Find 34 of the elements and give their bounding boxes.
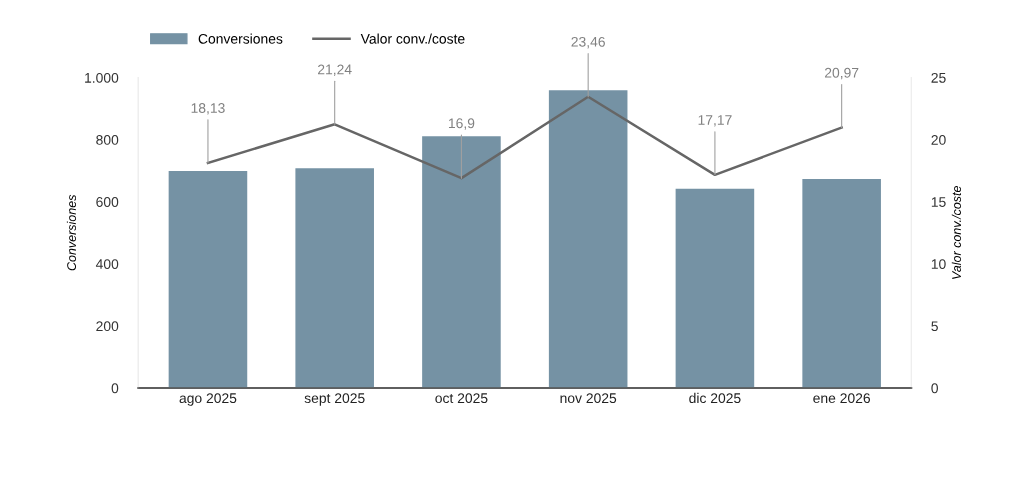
data-label: 21,24 [318, 64, 352, 76]
bar [295, 168, 374, 388]
x-tick-label: oct 2025 [435, 393, 488, 404]
bar [802, 179, 881, 388]
legend-label: Conversiones [198, 33, 283, 44]
data-label: 23,46 [571, 36, 605, 49]
y2-tick-label: 10 [931, 259, 946, 270]
x-tick-label: ago 2025 [179, 393, 237, 406]
y-axis-title: Conversiones [66, 194, 77, 271]
bar [675, 188, 755, 388]
y-tick-label: 0 [111, 383, 119, 394]
x-tick-label: nov 2025 [560, 393, 617, 404]
y2-tick-label: 15 [931, 197, 946, 207]
y2-tick-label: 0 [931, 383, 938, 394]
y-tick-label: 400 [95, 259, 119, 270]
y2-tick-label: 20 [931, 135, 946, 145]
y2-tick-label: 25 [931, 72, 946, 83]
data-label: 18,13 [191, 103, 225, 115]
bar [422, 136, 501, 388]
data-label: 17,17 [698, 115, 732, 127]
bar [168, 171, 248, 388]
y-tick-label: 1.000 [85, 72, 119, 83]
y-tick-label: 800 [96, 135, 119, 145]
data-label: 16,9 [448, 118, 475, 130]
bar [548, 90, 628, 388]
x-tick-label: ene 2026 [813, 393, 871, 404]
y-tick-label: 200 [96, 321, 119, 332]
x-tick-label: sept 2025 [304, 393, 365, 406]
y2-tick-label: 5 [931, 321, 938, 332]
y-tick-label: 600 [96, 197, 119, 207]
legend-label: Valor conv./coste [360, 33, 465, 44]
data-label: 20,97 [824, 67, 859, 80]
y2-axis-title: Valor conv./coste [951, 186, 961, 279]
x-tick-label: dic 2025 [689, 392, 741, 404]
